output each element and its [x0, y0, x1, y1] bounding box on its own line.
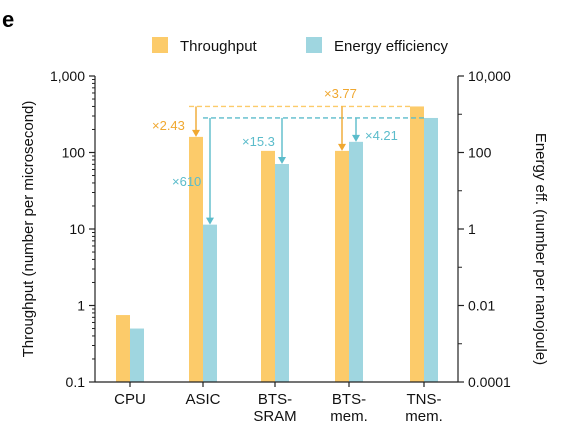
category-label: BTS- [332, 391, 366, 408]
comparison-guides [189, 105, 424, 225]
arrow-asic-energy-head [206, 217, 214, 225]
bar-throughput-5 [410, 106, 424, 382]
category-label: mem. [330, 408, 368, 425]
panel-label: e [2, 7, 14, 32]
bar-throughput-4 [335, 150, 349, 382]
right-tick-label: 0.01 [468, 298, 495, 314]
bar-throughput-1 [116, 315, 130, 382]
left-axis-title: Throughput (number per microsecond) [20, 101, 37, 358]
annotation-label: ×4.21 [365, 128, 398, 143]
legend-swatch-energy [306, 37, 322, 53]
category-label: ASIC [185, 391, 220, 408]
bar-energy-2 [203, 224, 217, 382]
annotation-label: ×3.77 [324, 86, 357, 101]
right-tick-label: 1 [468, 221, 476, 237]
left-tick-label: 0.1 [66, 374, 86, 390]
annotations: ×2.43 ×610 ×15.3 ×3.77 ×4.21 [152, 86, 398, 189]
arrow-btssram-energy-head [278, 157, 286, 165]
category-label: mem. [405, 408, 443, 425]
bar-throughput-2 [189, 136, 203, 382]
annotation-label: ×610 [172, 174, 201, 189]
legend-swatch-throughput [152, 37, 168, 53]
category-label: CPU [114, 391, 146, 408]
bar-energy-1 [130, 328, 144, 382]
right-tick-label: 100 [468, 145, 492, 161]
legend: Throughput Energy efficiency [152, 37, 448, 55]
bars [116, 106, 438, 382]
legend-label-throughput: Throughput [180, 38, 258, 55]
right-tick-label: 0.0001 [468, 374, 511, 390]
right-tick-label: 10,000 [468, 68, 511, 84]
arrow-btsmem-energy-head [352, 134, 360, 142]
legend-label-energy: Energy efficiency [334, 38, 448, 55]
category-label: TNS- [407, 391, 442, 408]
category-label: SRAM [253, 408, 296, 425]
annotation-label: ×15.3 [242, 134, 275, 149]
left-tick-label: 10 [69, 221, 85, 237]
bar-energy-3 [275, 164, 289, 382]
arrow-btsmem-throughput-head [338, 143, 346, 151]
bar-energy-4 [349, 141, 363, 382]
axes: 0.1 1 10 100 1,000 0.0001 0.01 1 100 10,000 CPU ASI… [20, 68, 549, 425]
right-axis-title: Energy eff. (number per nanojoule) [532, 133, 549, 365]
arrow-asic-throughput-head [192, 129, 200, 137]
annotation-label: ×2.43 [152, 118, 185, 133]
left-tick-label: 100 [62, 145, 86, 161]
bar-energy-5 [424, 117, 438, 382]
left-tick-label: 1 [77, 298, 85, 314]
left-tick-label: 1,000 [50, 68, 85, 84]
bar-throughput-3 [261, 150, 275, 382]
category-label: BTS- [258, 391, 292, 408]
